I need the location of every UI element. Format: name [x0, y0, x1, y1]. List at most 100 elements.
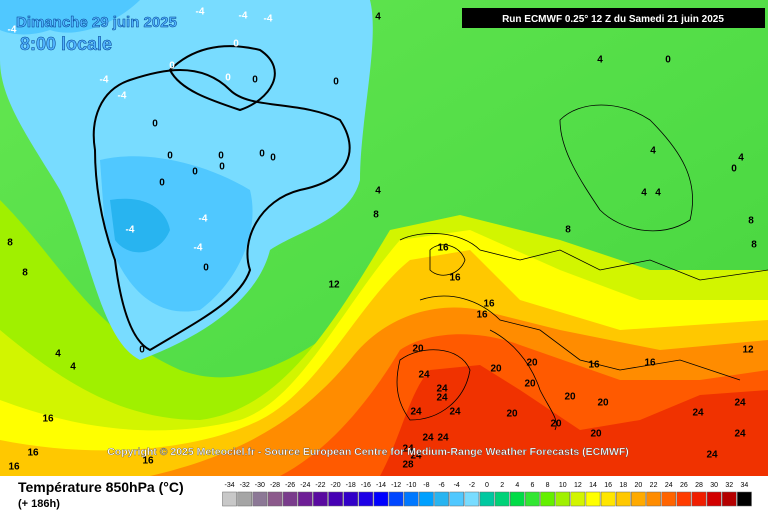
scale-swatch — [267, 491, 283, 507]
contour-label: 16 — [42, 414, 54, 425]
forecast-date: Dimanche 29 juin 2025 — [16, 14, 177, 31]
scale-tick-label: -10 — [406, 482, 416, 489]
contour-label: 20 — [526, 358, 538, 369]
contour-label: 0 — [731, 164, 737, 175]
scale-tick-label: 0 — [485, 482, 489, 489]
contour-label: 20 — [506, 409, 518, 420]
contour-label: 24 — [706, 450, 718, 461]
contour-label: 16 — [437, 243, 449, 254]
contour-label: -4 — [8, 25, 17, 36]
scale-swatch — [737, 491, 752, 507]
scale-swatch — [631, 491, 646, 507]
contour-label: 24 — [410, 407, 422, 418]
contour-label: 8 — [7, 238, 13, 249]
contour-label: 24 — [436, 384, 448, 395]
contour-label: 4 — [655, 188, 661, 199]
scale-tick-label: -18 — [346, 482, 356, 489]
contour-label: 16 — [27, 448, 39, 459]
color-scale: -34 -32 -30 -28 -26 -24 -22 -20 -18 -16 -14 -12 -10-… — [222, 482, 752, 507]
contour-label: 4 — [375, 186, 381, 197]
scale-tick-label: 26 — [680, 482, 688, 489]
contour-label: 20 — [412, 344, 424, 355]
scale-tick-label: -26 — [285, 482, 295, 489]
contour-label: 0 — [203, 263, 209, 274]
contour-label: 24 — [734, 398, 746, 409]
temp-zone — [0, 0, 140, 35]
scale-swatch — [419, 491, 434, 507]
contour-label: 16 — [483, 299, 495, 310]
scale-swatch — [615, 491, 631, 507]
scale-swatch — [313, 491, 328, 507]
contour-label: 24 — [734, 429, 746, 440]
scale-swatch — [252, 491, 268, 507]
scale-tick-label: 6 — [530, 482, 534, 489]
contour-label: 4 — [375, 12, 381, 23]
contour-label: 0 — [219, 162, 225, 173]
contour-label: 20 — [564, 392, 576, 403]
scale-swatch — [706, 491, 722, 507]
contour-label: 0 — [270, 153, 276, 164]
contour-label: 20 — [490, 364, 502, 375]
contour-label: 0 — [259, 149, 265, 160]
contour-label: 24 — [418, 370, 430, 381]
contour-label: 4 — [597, 55, 603, 66]
contour-label: 20 — [597, 398, 609, 409]
scale-tick-label: 20 — [635, 482, 643, 489]
temp-zone — [110, 198, 170, 253]
contour-label: -4 — [199, 214, 208, 225]
scale-tick-label: 12 — [574, 482, 582, 489]
scale-swatch — [540, 491, 555, 507]
contour-label: 12 — [742, 345, 754, 356]
scale-swatch — [297, 491, 313, 507]
scale-swatch — [691, 491, 707, 507]
contour-label: 20 — [590, 429, 602, 440]
contour-label: -4 — [264, 14, 273, 25]
coastlines — [92, 45, 351, 352]
scale-tick-label: 30 — [710, 482, 718, 489]
contour-label: 12 — [328, 280, 340, 291]
scale-tick-label: -6 — [438, 482, 444, 489]
scale-tick-label: 18 — [619, 482, 627, 489]
scale-swatch — [509, 491, 525, 507]
scale-tick-label: 16 — [604, 482, 612, 489]
scale-tick-label: 4 — [515, 482, 519, 489]
contour-label: 20 — [550, 419, 562, 430]
scale-tick-label: -22 — [315, 482, 325, 489]
copyright: Copyright © 2025 Meteociel.fr - Source E… — [107, 446, 629, 458]
contour-label: 16 — [142, 456, 154, 467]
contour-label: 0 — [233, 39, 239, 50]
run-info: Run ECMWF 0.25° 12 Z du Samedi 21 juin 2… — [502, 14, 724, 25]
contour-label: 24 — [410, 451, 422, 462]
scale-tick-label: 2 — [500, 482, 504, 489]
contour-label: 8 — [373, 210, 379, 221]
scale-swatch — [222, 491, 237, 507]
scale-tick-label: -28 — [270, 482, 280, 489]
contour-label: -4 — [100, 75, 109, 86]
scale-tick-label: 14 — [589, 482, 597, 489]
contour-label: 16 — [8, 462, 20, 473]
contour-label: 0 — [225, 73, 231, 84]
scale-tick-label: -30 — [255, 482, 265, 489]
contour-label: 4 — [650, 146, 656, 157]
contour-label: 16 — [588, 360, 600, 371]
scale-tick-label: 24 — [665, 482, 673, 489]
contour-label: 8 — [22, 268, 28, 279]
scale-tick-label: -14 — [376, 482, 386, 489]
scale-tick-label: -12 — [391, 482, 401, 489]
scale-swatch — [661, 491, 677, 507]
scale-swatch — [328, 491, 343, 507]
contour-label: 0 — [167, 151, 173, 162]
scale-tick-label: -2 — [469, 482, 475, 489]
legend-title: Température 850hPa (°C) — [18, 479, 184, 495]
scale-tick-label: -20 — [331, 482, 341, 489]
contour-label: 4 — [641, 188, 647, 199]
contour-label: 16 — [644, 358, 656, 369]
contour-label: -4 — [118, 91, 127, 102]
contour-label: 24 — [437, 433, 449, 444]
contour-label: 0 — [665, 55, 671, 66]
scale-swatch — [676, 491, 692, 507]
scale-tick-label: -16 — [361, 482, 371, 489]
scale-tick-label: -34 — [225, 482, 235, 489]
scale-tick-label: -8 — [423, 482, 429, 489]
